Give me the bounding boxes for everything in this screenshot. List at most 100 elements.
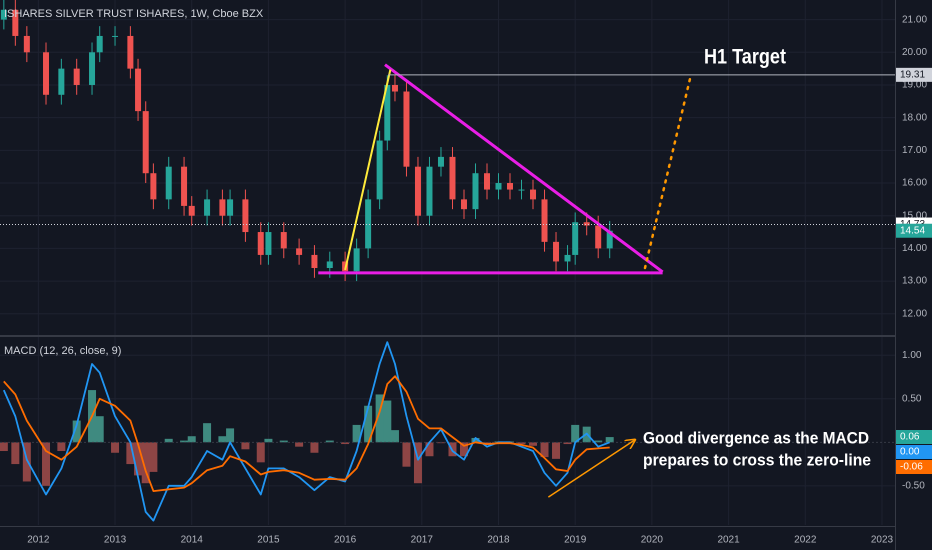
candle-body: [73, 68, 80, 85]
histogram-bar: [517, 442, 526, 445]
histogram-bar: [295, 442, 304, 447]
candle-body: [188, 205, 195, 216]
annotation: H1 Target: [704, 46, 786, 69]
histogram-bar: [264, 438, 273, 443]
x-tick-label: 2023: [871, 535, 894, 546]
y-tick-label: 14.00: [902, 243, 927, 254]
candle-body: [595, 225, 602, 249]
x-tick-label: 2017: [411, 535, 434, 546]
y-tick-label: 20.00: [902, 47, 927, 58]
annotation: prepares to cross the zero-line: [643, 450, 871, 469]
histogram-bar: [141, 442, 150, 484]
candle-body: [403, 91, 410, 167]
candle-body: [257, 232, 264, 255]
histogram-bar: [256, 442, 265, 463]
candle-body: [181, 166, 188, 206]
candle-body: [96, 35, 103, 53]
histogram-bar: [425, 442, 434, 457]
histogram-bar: [42, 442, 51, 486]
x-tick-label: 2016: [334, 535, 357, 546]
chart-title: ISHARES SILVER TRUST ISHARES, 1W, Cboe B…: [4, 8, 264, 20]
candle-body: [165, 166, 172, 200]
annotation: Good divergence as the MACD: [643, 428, 869, 447]
candle-body: [150, 173, 157, 200]
histogram-bar: [459, 442, 468, 457]
x-tick-label: 2018: [487, 535, 510, 546]
histogram-bar: [364, 405, 373, 443]
y-tick-label: 18.00: [902, 112, 927, 123]
last-value-box: [896, 460, 932, 474]
candle-body: [204, 199, 211, 216]
x-tick-label: 2019: [564, 535, 587, 546]
candle-body: [58, 68, 65, 95]
histogram-bar: [226, 428, 235, 443]
candle-body: [353, 248, 360, 272]
trend-line: [643, 76, 692, 270]
candle-body: [426, 166, 433, 216]
candle-body: [280, 232, 287, 249]
histogram-bar: [180, 440, 189, 443]
histogram-bar: [325, 440, 334, 443]
trend-line: [384, 63, 664, 274]
histogram-bar: [529, 442, 538, 446]
candle-body: [227, 199, 234, 216]
y-tick-label: 13.00: [902, 276, 927, 287]
histogram-bar: [540, 442, 549, 458]
candle-body: [384, 84, 391, 141]
histogram-bar: [563, 442, 572, 445]
candle-body: [507, 183, 514, 190]
price-label: 14.54: [900, 225, 925, 236]
price-label-box: [896, 223, 932, 238]
histogram-bar: [402, 442, 411, 467]
histogram-bar: [341, 442, 350, 445]
histogram-bar: [22, 442, 31, 482]
histogram-bar: [111, 442, 120, 453]
candle-body: [572, 222, 579, 255]
histogram-bar: [594, 440, 603, 443]
y-tick-label: 17.00: [902, 145, 927, 156]
histogram-bar: [149, 442, 158, 472]
last-value-label: 0.00: [900, 447, 920, 458]
candle-body: [564, 254, 571, 262]
candle-body: [365, 199, 372, 249]
candle-body: [242, 199, 249, 233]
histogram-bar: [390, 430, 399, 443]
x-tick-label: 2021: [717, 535, 740, 546]
indicator-title: MACD (12, 26, close, 9): [4, 345, 121, 357]
candle-body: [43, 52, 50, 95]
candle-body: [135, 68, 142, 112]
histogram-bar: [241, 442, 250, 450]
price-label-box: [896, 67, 932, 82]
candle-body: [391, 84, 398, 92]
histogram-bar: [126, 442, 135, 465]
histogram-bar: [352, 424, 361, 443]
histogram-bar: [571, 424, 580, 443]
histogram-bar: [203, 423, 212, 443]
candle-body: [0, 9, 7, 20]
histogram-bar: [605, 437, 614, 443]
candle-body: [553, 241, 560, 262]
y-tick-label: -0.50: [902, 480, 925, 491]
histogram-bar: [134, 442, 143, 476]
histogram-bar: [0, 442, 8, 452]
histogram-bar: [383, 400, 392, 443]
histogram-bar: [375, 394, 384, 443]
arrow: [547, 440, 635, 498]
candle-body: [449, 156, 456, 200]
x-tick-label: 2022: [794, 535, 817, 546]
candle-body: [583, 222, 590, 226]
candle-body: [376, 140, 383, 200]
candle-body: [414, 166, 421, 216]
histogram-bar: [72, 420, 81, 443]
candle-body: [472, 173, 479, 210]
y-tick-label: 1.00: [902, 350, 922, 361]
last-value-label: 0.06: [900, 432, 920, 443]
x-tick-label: 2012: [27, 535, 50, 546]
candle-body: [112, 35, 119, 37]
histogram-bar: [187, 436, 196, 443]
histogram-bar: [164, 438, 173, 443]
candle-body: [437, 156, 444, 167]
last-value-box: [896, 445, 932, 459]
candle-body: [296, 248, 303, 255]
